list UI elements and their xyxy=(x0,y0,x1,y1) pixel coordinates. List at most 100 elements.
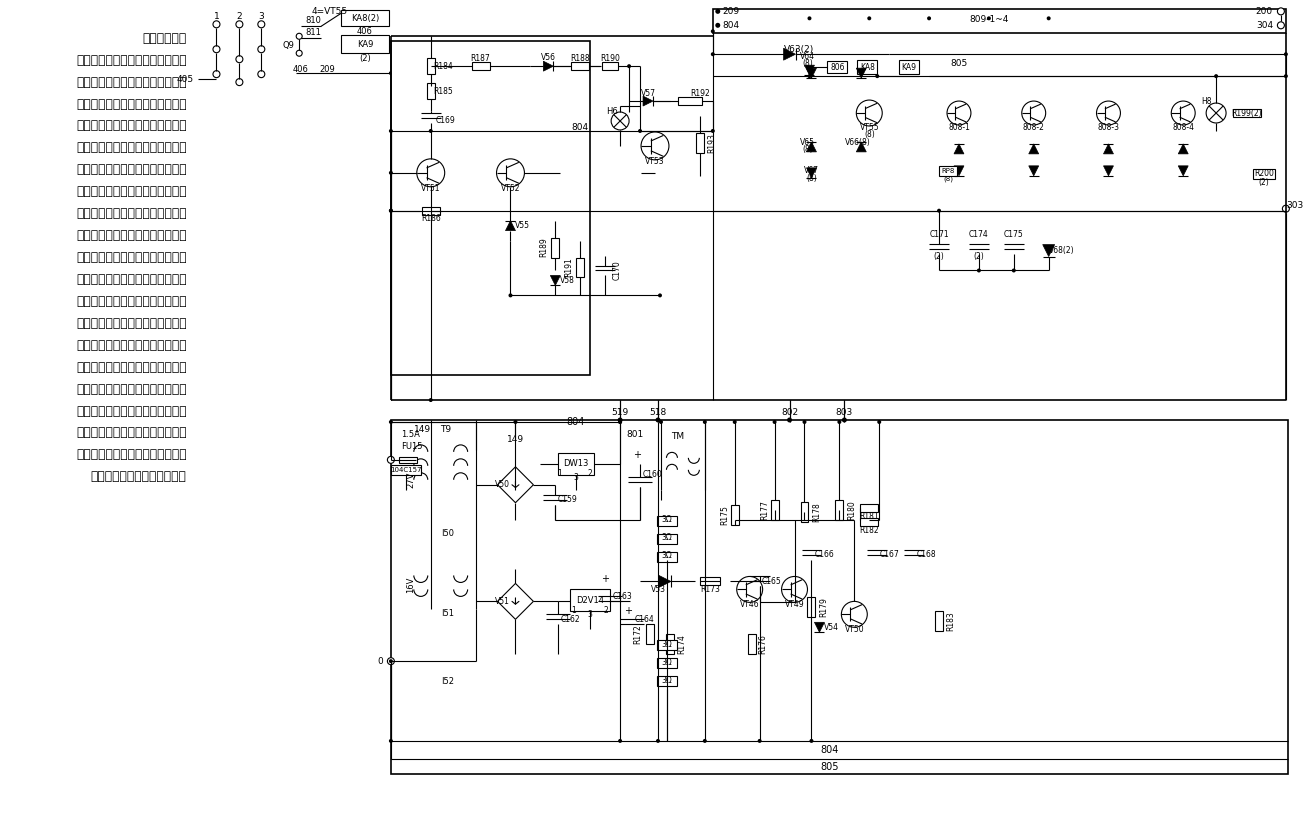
Circle shape xyxy=(389,71,393,76)
Circle shape xyxy=(618,417,622,422)
Text: V68(2): V68(2) xyxy=(1048,246,1074,255)
Text: 3Ω: 3Ω xyxy=(661,676,672,685)
Bar xyxy=(860,504,878,511)
Text: VT50: VT50 xyxy=(844,625,864,634)
Text: 2: 2 xyxy=(237,12,242,21)
Text: 3: 3 xyxy=(588,610,592,619)
Text: R187: R187 xyxy=(471,54,490,63)
Circle shape xyxy=(711,52,715,56)
Circle shape xyxy=(497,159,524,187)
Text: 冷冲模和型腔模的加工，尤其是钢: 冷冲模和型腔模的加工，尤其是钢 xyxy=(76,273,187,286)
Bar xyxy=(899,61,919,74)
Polygon shape xyxy=(544,61,553,71)
Bar xyxy=(646,624,654,644)
Text: 808-1: 808-1 xyxy=(948,124,970,133)
Text: 803: 803 xyxy=(835,408,853,417)
Text: 804: 804 xyxy=(821,745,839,754)
Circle shape xyxy=(514,420,518,424)
Circle shape xyxy=(733,420,737,424)
Text: 同一个工件，但是几个电极必须是: 同一个工件，但是几个电极必须是 xyxy=(76,185,187,198)
Bar xyxy=(771,500,779,520)
Text: R173: R173 xyxy=(699,585,720,594)
Text: 149: 149 xyxy=(413,426,431,434)
Polygon shape xyxy=(784,48,796,61)
Text: (2): (2) xyxy=(1259,178,1269,188)
Circle shape xyxy=(711,129,715,133)
Text: C170: C170 xyxy=(613,261,622,281)
Polygon shape xyxy=(1103,166,1114,176)
Polygon shape xyxy=(1103,144,1114,154)
Circle shape xyxy=(389,208,393,212)
Circle shape xyxy=(1283,74,1287,78)
Circle shape xyxy=(868,17,872,20)
Bar xyxy=(570,589,610,612)
Circle shape xyxy=(656,417,660,422)
Bar xyxy=(657,534,677,544)
Polygon shape xyxy=(643,96,654,106)
Text: 304: 304 xyxy=(1256,21,1273,30)
Circle shape xyxy=(1097,101,1120,125)
Polygon shape xyxy=(1178,166,1188,176)
Circle shape xyxy=(640,132,669,160)
Text: (8): (8) xyxy=(802,145,813,154)
Circle shape xyxy=(737,577,762,603)
Circle shape xyxy=(715,9,720,14)
Polygon shape xyxy=(805,66,814,76)
Circle shape xyxy=(627,64,631,68)
Circle shape xyxy=(856,100,882,126)
Text: (2): (2) xyxy=(933,252,945,261)
Text: 802: 802 xyxy=(782,408,799,417)
Text: 804: 804 xyxy=(723,21,740,30)
Text: 209: 209 xyxy=(319,65,335,74)
Bar xyxy=(731,505,738,525)
Circle shape xyxy=(387,457,395,463)
Text: 406: 406 xyxy=(293,65,308,74)
Bar xyxy=(657,658,677,668)
Circle shape xyxy=(1282,205,1290,212)
Bar xyxy=(391,420,1287,774)
Bar xyxy=(857,61,877,74)
Text: 518: 518 xyxy=(650,408,667,417)
Text: 3Ω: 3Ω xyxy=(661,640,672,649)
Circle shape xyxy=(927,17,931,20)
Text: 805: 805 xyxy=(950,59,967,68)
Bar xyxy=(860,518,878,525)
Text: 成。多回路脉冲电源有几个回路就: 成。多回路脉冲电源有几个回路就 xyxy=(76,141,187,154)
Bar xyxy=(341,36,389,53)
Text: 810: 810 xyxy=(306,16,322,25)
Text: V63(2): V63(2) xyxy=(784,45,814,54)
Text: 3: 3 xyxy=(574,473,579,482)
Circle shape xyxy=(1171,101,1195,125)
Text: (8): (8) xyxy=(944,175,953,182)
Text: 钢获得了小间隙的良好效果。: 钢获得了小间隙的良好效果。 xyxy=(90,471,187,483)
Bar xyxy=(808,598,816,618)
Circle shape xyxy=(612,112,629,130)
Circle shape xyxy=(808,74,812,78)
Text: FU15: FU15 xyxy=(401,442,422,452)
Text: 路，既可分割又可组合，加工各种: 路，既可分割又可组合，加工各种 xyxy=(76,339,187,352)
Text: VT51: VT51 xyxy=(421,184,440,193)
Text: C175: C175 xyxy=(1004,230,1023,239)
Text: VT55: VT55 xyxy=(860,124,880,133)
Text: R177: R177 xyxy=(761,500,769,520)
Circle shape xyxy=(808,17,812,20)
Polygon shape xyxy=(550,276,561,286)
Text: R199(2): R199(2) xyxy=(1231,109,1263,118)
Circle shape xyxy=(838,420,842,424)
Text: R183: R183 xyxy=(946,612,955,631)
Circle shape xyxy=(937,208,941,212)
Circle shape xyxy=(657,294,661,297)
Text: 808-4: 808-4 xyxy=(1172,124,1195,133)
Circle shape xyxy=(389,739,393,743)
Text: 809-1~4: 809-1~4 xyxy=(970,15,1009,24)
Text: R172: R172 xyxy=(634,624,643,644)
Bar xyxy=(571,62,589,71)
Text: C164: C164 xyxy=(634,615,654,624)
Text: (8): (8) xyxy=(802,59,813,68)
Polygon shape xyxy=(1178,144,1188,154)
Bar xyxy=(472,62,490,71)
Polygon shape xyxy=(806,68,817,78)
Text: R185: R185 xyxy=(433,86,452,95)
Text: R188: R188 xyxy=(570,54,589,63)
Text: H8: H8 xyxy=(1201,96,1212,105)
